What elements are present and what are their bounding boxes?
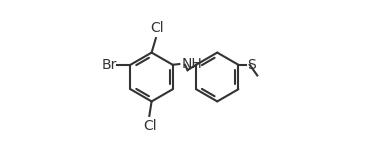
Text: Br: Br [101,58,117,72]
Text: Cl: Cl [150,21,163,35]
Text: NH: NH [181,57,202,71]
Text: S: S [247,58,256,72]
Text: Cl: Cl [143,119,156,133]
